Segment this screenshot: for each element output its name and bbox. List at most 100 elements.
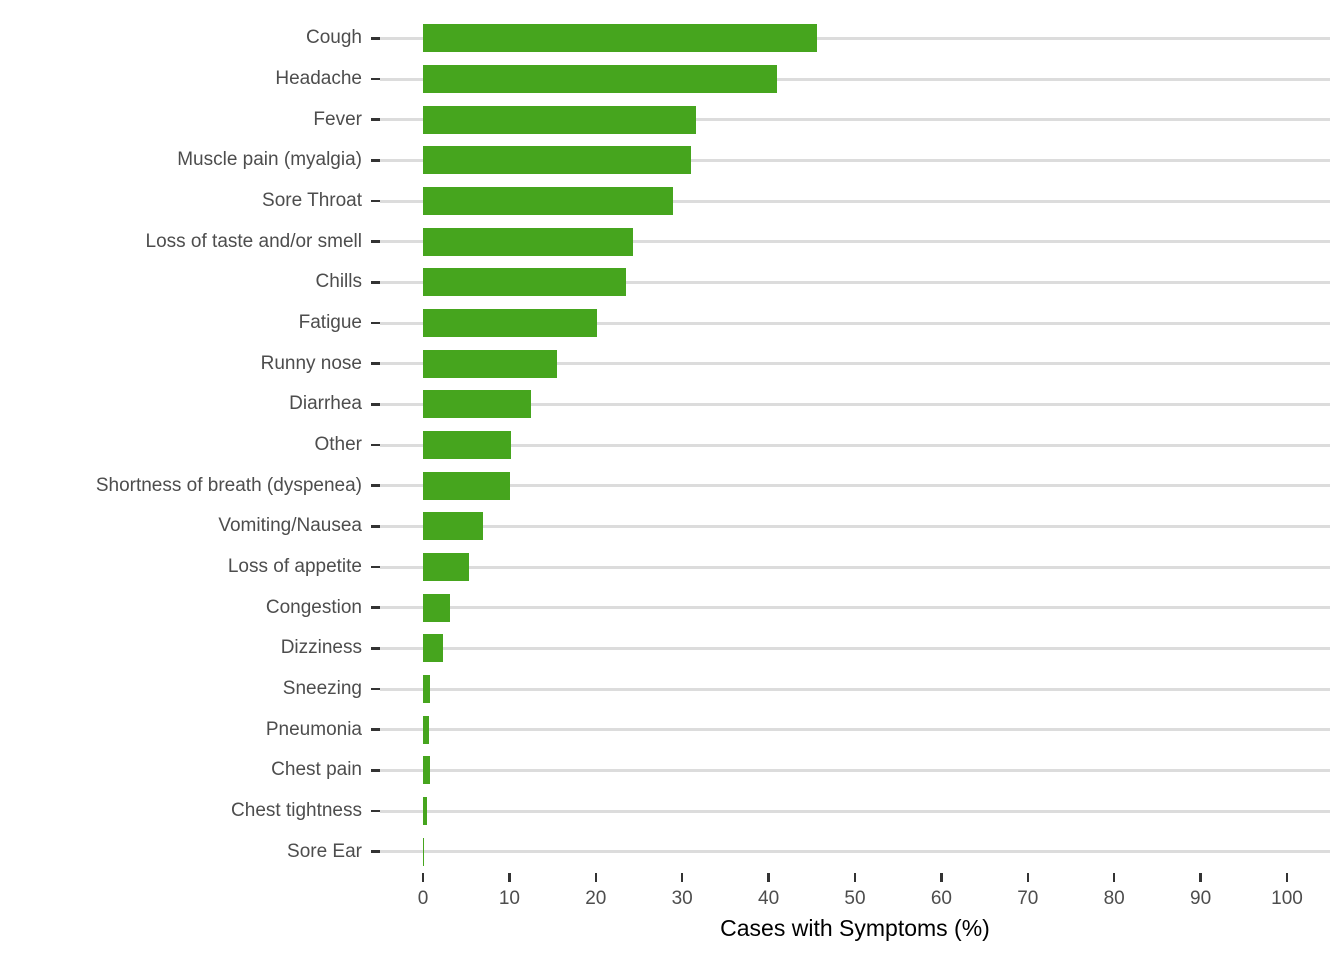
gridline xyxy=(380,728,1330,732)
y-axis-label-muscle-pain-myalgia: Muscle pain (myalgia) xyxy=(177,149,362,171)
bar-headache xyxy=(423,65,778,93)
y-axis-tick xyxy=(371,159,380,162)
y-axis-label-shortness-of-breath-dyspenea: Shortness of breath (dyspenea) xyxy=(95,474,362,496)
y-axis-tick xyxy=(371,850,380,853)
gridline xyxy=(380,768,1330,772)
y-axis-label-runny-nose: Runny nose xyxy=(260,352,362,374)
bar-cough xyxy=(423,24,817,53)
y-axis-label-sneezing: Sneezing xyxy=(282,678,362,699)
y-axis-label-diarrhea: Diarrhea xyxy=(289,393,362,415)
bar-shortness-of-breath-dyspenea xyxy=(423,471,511,500)
x-axis-tick xyxy=(1026,873,1030,882)
x-axis-tick-label: 80 xyxy=(1103,888,1125,909)
y-axis-label-loss-of-taste-and-or-smell: Loss of taste and/or smell xyxy=(145,230,363,252)
x-axis-title: Cases with Symptoms (%) xyxy=(720,915,990,941)
y-axis-label-chills: Chills xyxy=(315,271,362,293)
x-axis-tick xyxy=(853,873,857,882)
y-axis-tick xyxy=(371,769,380,772)
gridline xyxy=(380,321,1330,325)
y-axis-tick xyxy=(371,199,380,203)
y-axis-tick xyxy=(371,606,380,609)
gridline xyxy=(380,524,1330,528)
bar-fatigue xyxy=(423,309,597,337)
x-axis-tick-label: 60 xyxy=(930,888,952,909)
y-axis-label-other: Other xyxy=(314,434,362,455)
bar-sneezing xyxy=(423,675,430,703)
y-axis-tick xyxy=(371,484,380,487)
y-axis-tick xyxy=(371,565,380,569)
y-axis-tick xyxy=(371,403,380,406)
gridline xyxy=(380,199,1330,203)
bar-other xyxy=(423,431,512,459)
x-axis-tick-label: 70 xyxy=(1017,888,1039,909)
bar-sore-throat xyxy=(423,187,673,215)
y-axis-label-cough: Cough xyxy=(306,27,362,49)
gridline xyxy=(380,565,1330,569)
y-axis-label-vomiting-nausea: Vomiting/Nausea xyxy=(218,515,362,537)
bar-vomiting-nausea xyxy=(423,512,483,541)
bar-muscle-pain-myalgia xyxy=(423,146,691,175)
x-axis-tick-label: 30 xyxy=(671,888,693,909)
bar-dizziness xyxy=(423,634,443,663)
y-axis-tick xyxy=(371,525,380,528)
gridline xyxy=(380,809,1330,813)
bar-fever xyxy=(423,105,697,134)
y-axis-tick xyxy=(371,728,380,731)
bar-loss-of-taste-and-or-smell xyxy=(423,227,633,256)
bar-sore-ear xyxy=(423,837,425,866)
x-axis-tick xyxy=(680,873,684,882)
y-axis-tick xyxy=(371,443,380,447)
gridline xyxy=(380,240,1330,244)
y-axis-tick xyxy=(371,240,380,243)
bar-loss-of-appetite xyxy=(423,553,469,581)
x-axis-tick-label: 0 xyxy=(417,888,429,909)
y-axis-tick xyxy=(371,687,380,691)
y-axis-label-dizziness: Dizziness xyxy=(280,637,362,659)
y-axis-tick xyxy=(371,118,380,121)
bar-chest-pain xyxy=(423,756,430,785)
x-axis-tick xyxy=(421,873,425,882)
y-axis-label-chest-tightness: Chest tightness xyxy=(231,800,362,821)
gridline xyxy=(380,484,1330,488)
x-axis-tick-label: 100 xyxy=(1271,888,1303,909)
gridline xyxy=(380,362,1330,366)
x-axis-tick xyxy=(508,873,511,882)
y-axis-tick xyxy=(371,809,380,813)
y-axis-tick xyxy=(371,37,380,40)
gridline xyxy=(380,280,1330,284)
bar-chest-tightness xyxy=(423,797,428,825)
x-axis-tick-label: 90 xyxy=(1190,888,1212,909)
x-axis-tick-label: 40 xyxy=(758,888,780,909)
gridline xyxy=(380,687,1330,691)
y-axis-tick xyxy=(371,281,380,284)
bar-runny-nose xyxy=(423,349,557,378)
gridline xyxy=(380,646,1330,650)
x-axis-tick-label: 20 xyxy=(585,888,607,909)
bar-diarrhea xyxy=(423,390,531,419)
x-axis-tick-label: 50 xyxy=(844,888,866,909)
plot-panel xyxy=(380,18,1330,872)
y-axis-label-sore-throat: Sore Throat xyxy=(262,190,362,211)
x-axis-tick-label: 10 xyxy=(498,888,520,909)
gridline xyxy=(380,77,1330,81)
y-axis-label-congestion: Congestion xyxy=(265,596,362,618)
y-axis-tick xyxy=(371,77,380,81)
y-axis-label-fatigue: Fatigue xyxy=(298,312,362,333)
x-axis-tick xyxy=(1112,873,1116,882)
gridline xyxy=(380,850,1330,854)
x-axis-tick xyxy=(767,873,770,882)
bar-pneumonia xyxy=(423,715,430,744)
gridline xyxy=(380,158,1330,162)
gridline xyxy=(380,118,1330,122)
y-axis-label-fever: Fever xyxy=(313,108,362,130)
y-axis-label-pneumonia: Pneumonia xyxy=(265,718,362,740)
y-axis-label-sore-ear: Sore Ear xyxy=(287,840,362,862)
y-axis-label-headache: Headache xyxy=(275,68,362,89)
x-axis-tick xyxy=(940,873,943,882)
gridline xyxy=(380,443,1330,447)
bar-congestion xyxy=(423,593,450,622)
x-axis-tick xyxy=(1285,873,1289,882)
y-axis-tick xyxy=(371,647,380,650)
x-axis-tick xyxy=(594,873,598,882)
y-axis-tick xyxy=(371,321,380,325)
